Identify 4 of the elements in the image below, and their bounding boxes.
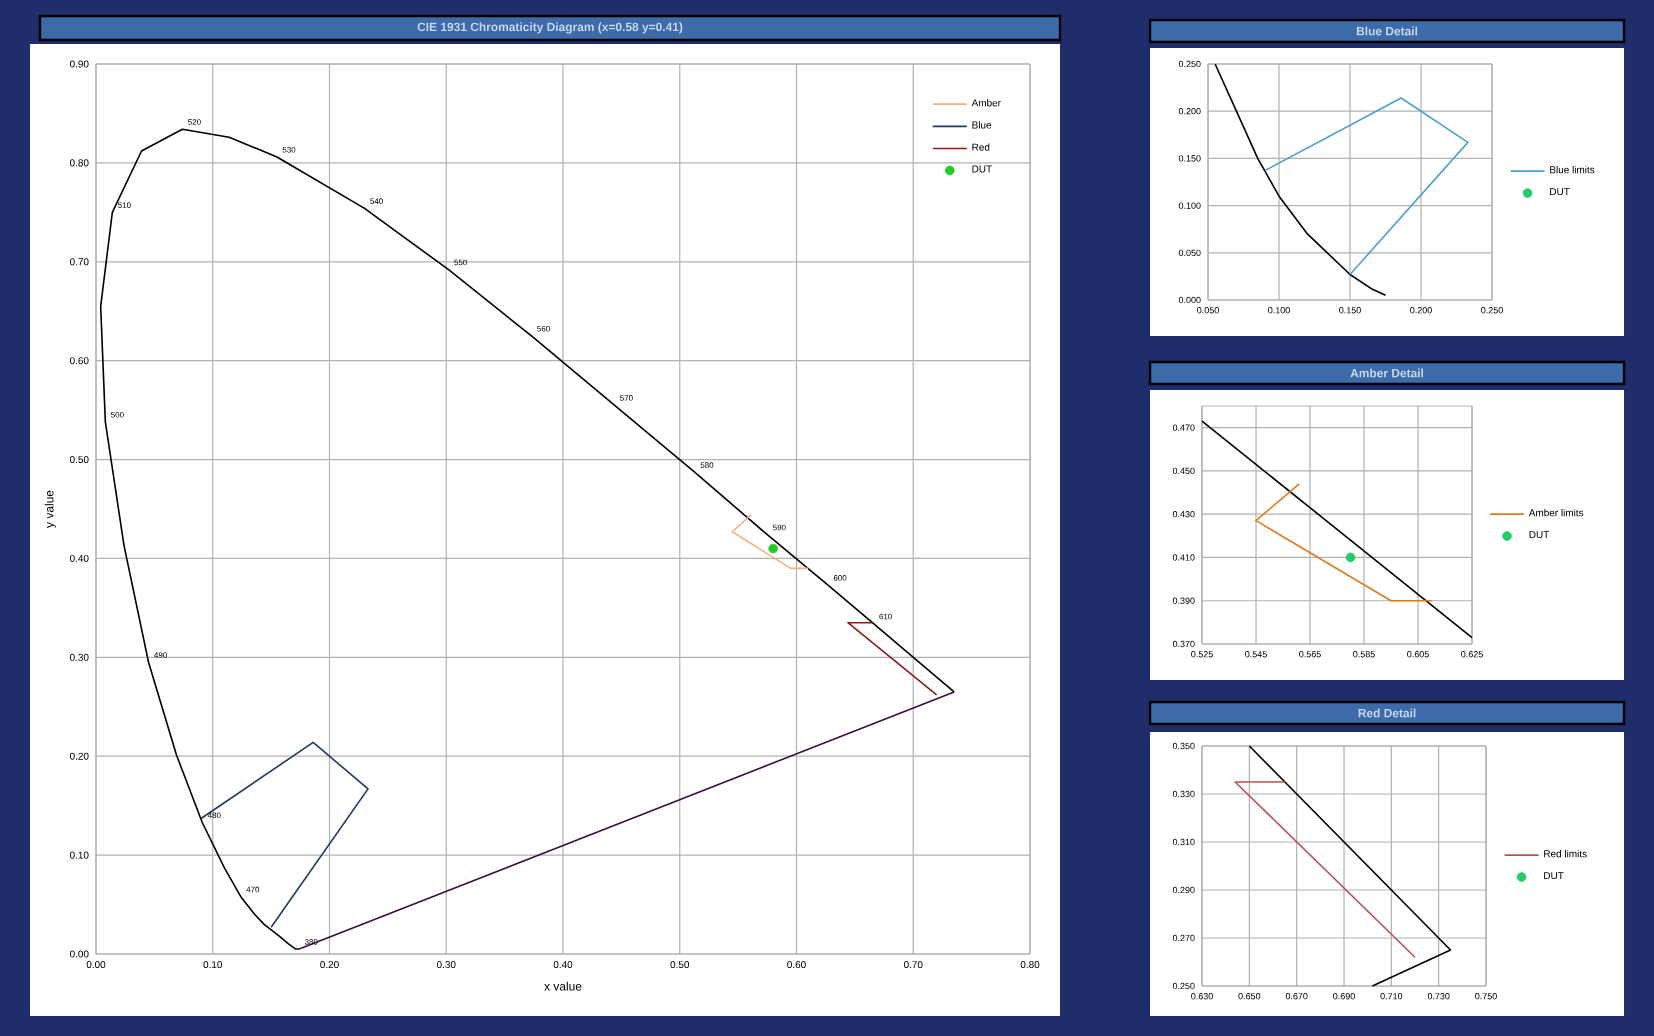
line-series <box>99 128 955 950</box>
line-series <box>1264 97 1469 276</box>
line-series <box>200 741 369 929</box>
line-series <box>1214 63 1387 297</box>
